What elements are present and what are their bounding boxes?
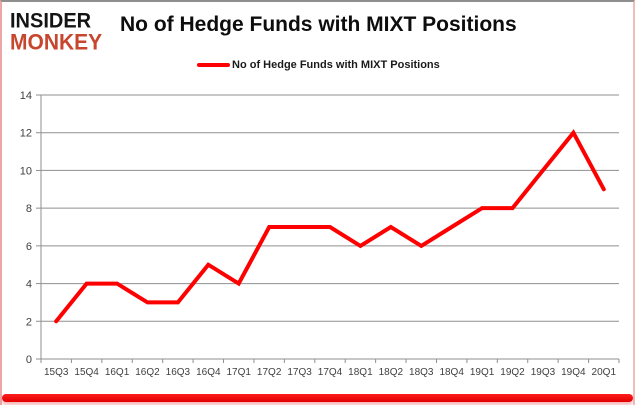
x-tick-label-19Q4: 19Q4 <box>561 367 586 378</box>
x-tick-label-16Q4: 16Q4 <box>196 367 221 378</box>
legend-label: No of Hedge Funds with MIXT Positions <box>232 59 440 71</box>
x-tick-label-15Q3: 15Q3 <box>44 367 69 378</box>
legend-line-marker-icon <box>197 63 230 67</box>
y-tick-label-14: 14 <box>20 90 32 102</box>
x-tick-label-19Q1: 19Q1 <box>470 367 495 378</box>
line-chart-plot-area: 0 2 4 6 8 10 12 14 15Q3 15Q4 16Q1 16Q2 16Q3 16Q4 17Q1 1… <box>20 90 620 378</box>
x-tick-label-17Q1: 17Q1 <box>227 367 252 378</box>
x-tick-label-18Q1: 18Q1 <box>348 367 373 378</box>
y-tick-label-4: 4 <box>26 279 32 291</box>
x-tick-label-16Q3: 16Q3 <box>166 367 191 378</box>
x-tick-label-17Q3: 17Q3 <box>287 367 312 378</box>
logo-line-insider: INSIDER <box>10 9 92 33</box>
y-tick-label-8: 8 <box>26 203 32 215</box>
insider-monkey-logo: INSIDER MONKEY <box>10 9 103 55</box>
x-tick-label-18Q2: 18Q2 <box>379 367 404 378</box>
y-tick-label-2: 2 <box>26 316 32 328</box>
x-tick-label-20Q1: 20Q1 <box>592 367 617 378</box>
x-tick-label-17Q4: 17Q4 <box>318 367 343 378</box>
x-tick-label-19Q2: 19Q2 <box>500 367 525 378</box>
logo-line-monkey: MONKEY <box>10 30 103 55</box>
y-tick-label-10: 10 <box>20 165 32 177</box>
bottom-red-bar <box>2 394 633 402</box>
x-tick-label-18Q3: 18Q3 <box>409 367 434 378</box>
x-tick-label-15Q4: 15Q4 <box>74 367 99 378</box>
y-tick-label-0: 0 <box>26 354 32 366</box>
x-tick-label-18Q4: 18Q4 <box>439 367 464 378</box>
x-tick-label-17Q2: 17Q2 <box>257 367 282 378</box>
series-line-hedge-funds <box>54 129 606 324</box>
chart-title: No of Hedge Funds with MIXT Positions <box>120 13 517 36</box>
x-tick-label-19Q3: 19Q3 <box>531 367 556 378</box>
y-tick-label-12: 12 <box>20 128 32 140</box>
legend: No of Hedge Funds with MIXT Positions <box>197 59 440 71</box>
x-tick-label-16Q2: 16Q2 <box>135 367 160 378</box>
x-tick-label-16Q1: 16Q1 <box>105 367 130 378</box>
y-tick-label-6: 6 <box>26 241 32 253</box>
